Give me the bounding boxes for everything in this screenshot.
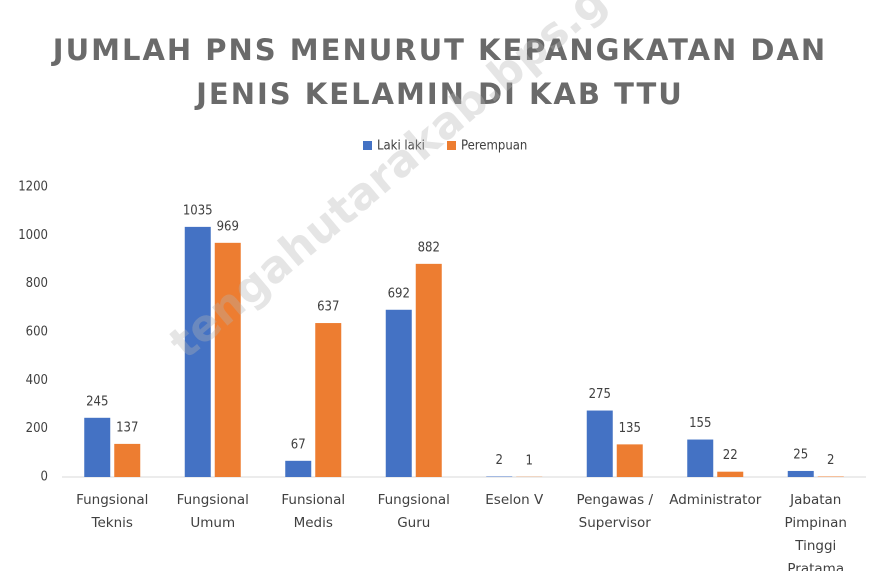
- x-tick-label: Jabatan Pimpinan Tinggi Pratama: [784, 492, 847, 571]
- x-tick-label: Pengawas / Supervisor: [576, 492, 654, 531]
- y-tick-label: 200: [26, 421, 48, 436]
- x-tick-label: Funsional Medis: [281, 492, 346, 531]
- y-tick-label: 800: [26, 276, 48, 291]
- data-label: 22: [723, 448, 738, 463]
- data-label: 135: [619, 421, 641, 436]
- legend-label: Perempuan: [461, 139, 527, 154]
- chart-title: JUMLAH PNS MENURUT KEPANGKATAN DAN JENIS…: [52, 33, 828, 111]
- y-tick-label: 600: [26, 325, 48, 340]
- bar: [616, 444, 643, 477]
- data-label: 275: [589, 387, 611, 402]
- data-label: 155: [689, 416, 711, 431]
- x-tick-label: Fungsional Teknis: [76, 492, 149, 531]
- x-tick-label: Fungsional Guru: [377, 492, 450, 531]
- data-label: 1035: [183, 203, 213, 218]
- bar: [717, 471, 744, 477]
- legend-swatch: [447, 141, 456, 150]
- y-tick-label: 1200: [18, 180, 48, 195]
- bar: [315, 323, 342, 477]
- data-label: 1: [526, 453, 533, 468]
- bar: [285, 460, 312, 477]
- x-tick-label: Administrator: [669, 492, 762, 508]
- data-label: 137: [116, 420, 138, 435]
- legend-swatch: [363, 141, 372, 150]
- x-tick-label: Fungsional Umum: [176, 492, 249, 531]
- data-label: 637: [317, 300, 339, 315]
- bar: [586, 410, 613, 477]
- bar: [214, 242, 241, 477]
- data-label: 692: [388, 286, 410, 301]
- y-tick-label: 1000: [18, 228, 48, 243]
- x-tick-label: Eselon V: [485, 492, 544, 508]
- data-label: 969: [217, 219, 239, 234]
- data-label: 2: [496, 453, 503, 468]
- y-tick-label: 0: [41, 470, 48, 485]
- data-label: 67: [291, 437, 306, 452]
- bar: [114, 443, 141, 477]
- data-label: 25: [793, 447, 808, 462]
- data-label: 245: [86, 394, 108, 409]
- data-label: 2: [827, 453, 834, 468]
- bar: [415, 263, 442, 477]
- bar: [787, 470, 814, 477]
- data-label: 882: [418, 240, 440, 255]
- y-tick-label: 400: [26, 373, 48, 388]
- bar: [184, 226, 211, 477]
- bar: [687, 439, 714, 477]
- bar: [385, 309, 412, 477]
- legend-label: Laki laki: [377, 139, 425, 154]
- bar: [84, 417, 111, 477]
